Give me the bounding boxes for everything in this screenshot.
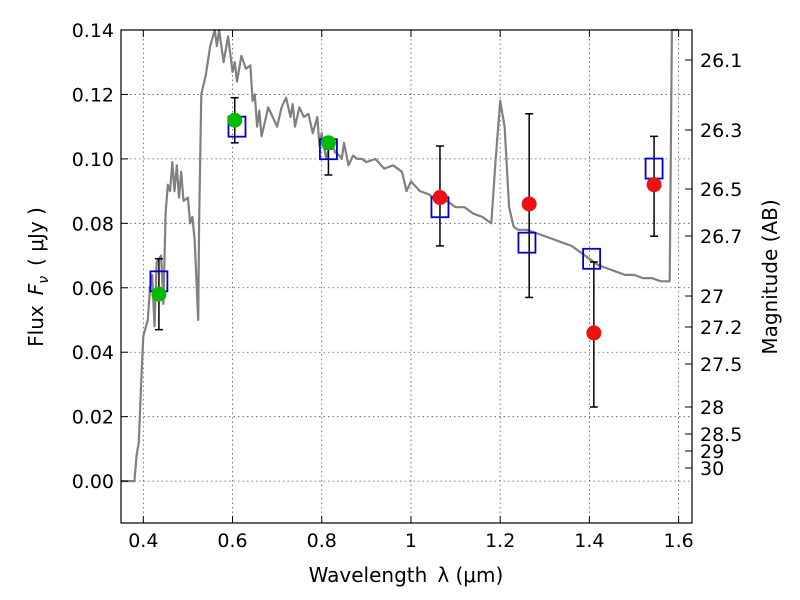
y-tick-label: 0.08 — [72, 213, 114, 235]
red-data-point — [432, 190, 448, 206]
x-tick-label: 1.6 — [664, 530, 694, 552]
red-data-point — [521, 196, 537, 212]
x-tick-label: 1.4 — [574, 530, 604, 552]
mag-tick-label: 27 — [700, 286, 724, 308]
x-tick-label: 1.2 — [485, 530, 515, 552]
x-tick-label: 0.6 — [217, 530, 247, 552]
x-tick-label: 0.4 — [128, 530, 158, 552]
red-data-point — [586, 325, 602, 341]
y-tick-label: 0.10 — [72, 149, 114, 171]
right-axis-title: Magnitude (AB) — [758, 199, 782, 354]
marker-layer — [149, 112, 664, 341]
model-box-marker — [582, 247, 602, 270]
mag-tick-label: 26.5 — [700, 179, 742, 201]
red-data-point — [646, 177, 662, 193]
y-tick-label: 0.00 — [72, 471, 114, 493]
mag-tick-label: 28.5 — [700, 424, 742, 446]
y-tick-label: 0.14 — [72, 20, 114, 42]
y-tick-label: 0.04 — [72, 342, 114, 364]
mag-tick-label: 26.7 — [700, 226, 742, 248]
green-data-point — [151, 286, 167, 302]
y-tick-label: 0.12 — [72, 84, 114, 106]
grid-lines — [121, 29, 692, 523]
green-data-point — [227, 112, 243, 128]
tick-layer: 0.4 0.6 0.8 1 1.2 1.4 1.6 0.00 0.02 0.04 0.06 0.08 0… — [72, 20, 743, 552]
spectrum-layer — [121, 28, 679, 483]
mag-tick-label: 27.5 — [700, 354, 742, 376]
plot-frame — [120, 29, 693, 524]
mag-tick-label: 26.3 — [700, 120, 742, 142]
spectrum-line — [121, 28, 679, 483]
mag-tick-label: 26.1 — [700, 50, 742, 72]
x-axis-title: Wavelength λ (μm) — [309, 563, 504, 587]
mag-tick-label: 29 — [700, 441, 724, 463]
green-data-point — [320, 135, 336, 151]
y-tick-label: 0.02 — [72, 407, 114, 429]
x-tick-label: 0.8 — [307, 530, 337, 552]
y-tick-label: 0.06 — [72, 278, 114, 300]
mag-tick-label: 28 — [700, 397, 724, 419]
model-box-marker — [517, 231, 537, 254]
mag-tick-label: 30 — [700, 458, 724, 480]
y-axis-title: FluxFν( μJy ) — [24, 207, 52, 347]
x-tick-label: 1 — [405, 530, 417, 552]
mag-tick-label: 27.2 — [700, 317, 742, 339]
